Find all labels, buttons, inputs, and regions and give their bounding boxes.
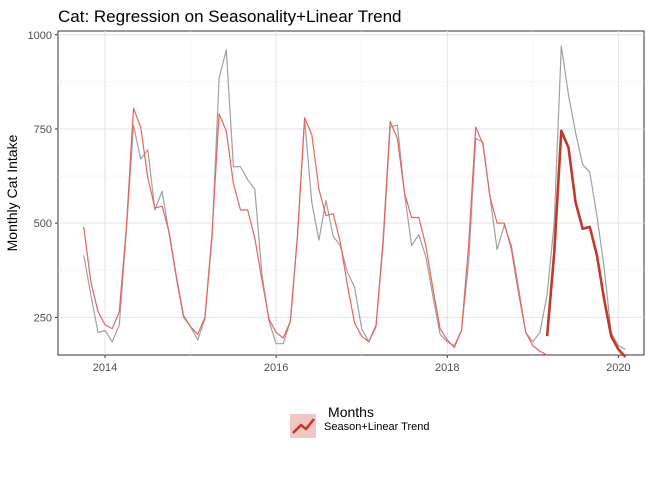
grid-lines: [58, 31, 644, 355]
legend-label: Season+Linear Trend: [324, 421, 430, 433]
y-tick-label: 500: [34, 218, 52, 230]
legend: Season+Linear Trend: [290, 414, 430, 438]
x-tick-label: 2018: [435, 362, 459, 374]
x-tick-label: 2016: [264, 362, 288, 374]
y-tick-label: 250: [34, 312, 52, 324]
x-axis-title: Months: [328, 404, 374, 420]
x-tick-label: 2014: [93, 362, 117, 374]
y-axis: 250 500 750 1000: [28, 30, 58, 324]
x-axis: 2014 2016 2018 2020: [93, 355, 631, 374]
series-line-fitted: [83, 107, 548, 356]
x-tick-label: 2020: [606, 362, 630, 374]
y-axis-title: Monthly Cat Intake: [4, 134, 20, 251]
y-tick-label: 750: [34, 124, 52, 136]
series-lines: [83, 45, 627, 358]
chart-title: Cat: Regression on Seasonality+Linear Tr…: [58, 7, 402, 26]
series-line-forecast: [545, 129, 627, 358]
y-tick-label: 1000: [28, 30, 52, 42]
legend-key-line: [292, 418, 316, 434]
